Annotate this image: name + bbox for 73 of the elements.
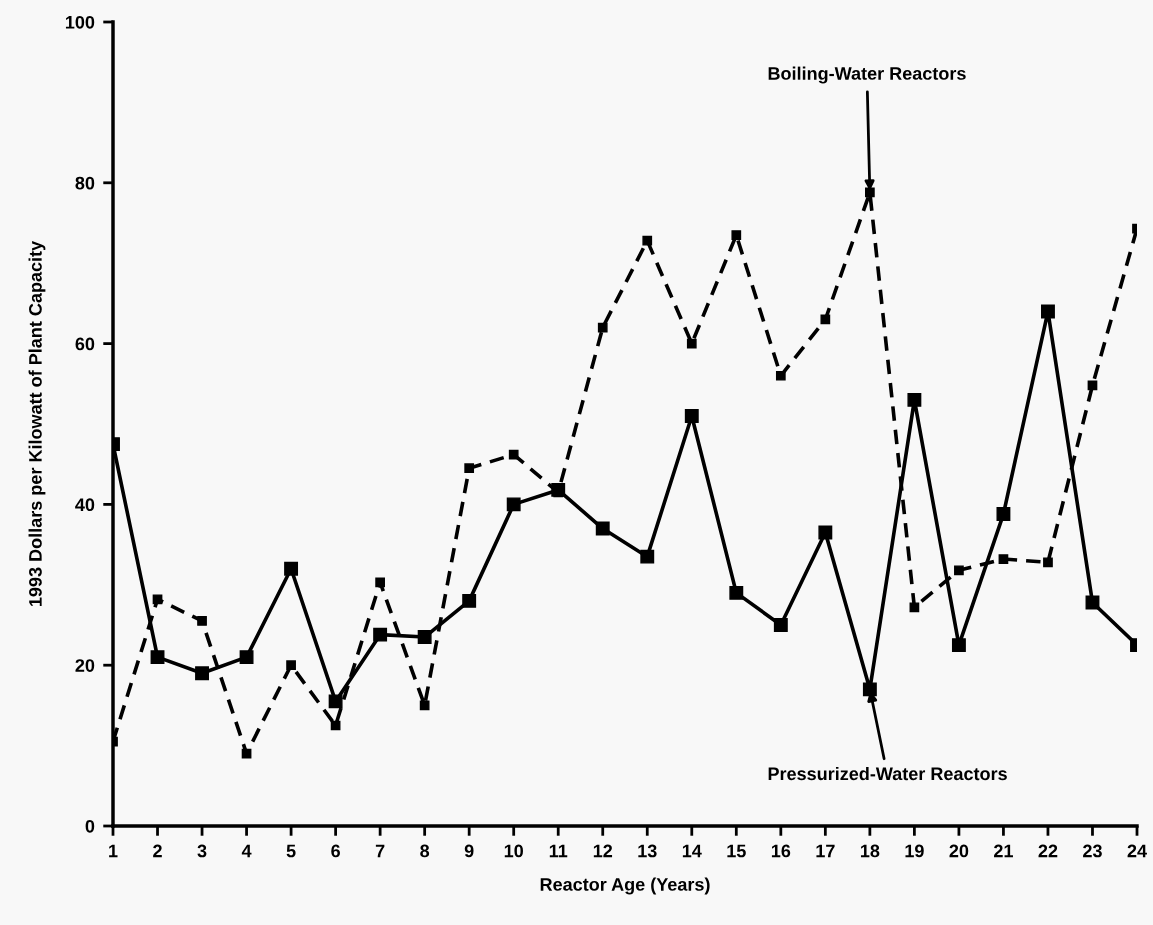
point [775,370,786,381]
x-tick-label: 24 [1127,844,1147,858]
point [506,497,521,512]
point [241,748,252,759]
point [152,594,163,605]
point [773,618,788,632]
x-tick-label: 8 [420,844,430,858]
point [150,650,165,665]
x-tick-label: 13 [638,844,657,858]
point [951,638,966,653]
x-tick-label: 17 [816,844,835,858]
point [286,660,296,671]
x-tick-label: 18 [860,844,880,858]
point [595,521,610,536]
point [954,565,964,576]
y-axis-title: 1993 Dollars per Kilowatt of Plant Capacity [28,240,46,606]
x-tick-label: 9 [464,844,474,858]
x-tick-label: 22 [1038,844,1058,858]
x-tick-label: 14 [682,844,702,858]
y-tick-label: 60 [75,337,95,351]
y-tick-label: 0 [85,819,95,833]
point [417,630,432,645]
x-tick-label: 10 [504,844,523,858]
point [462,593,477,608]
point [818,525,833,540]
x-tick-label: 1 [109,844,118,858]
point [909,602,920,613]
point [686,338,697,349]
x-tick-label: 20 [949,844,969,858]
point [820,314,831,325]
x-tick-label: 7 [375,844,385,858]
point [642,235,653,246]
point [1043,557,1053,568]
point [998,554,1009,564]
y-tick-label: 100 [65,15,95,29]
point [464,463,475,474]
point [197,616,207,626]
x-tick-label: 23 [1083,844,1102,858]
point [508,449,519,460]
point [640,549,655,564]
x-tick-label: 12 [593,844,613,858]
x-axis-title: Reactor Age (Years) [540,877,710,895]
point [328,694,343,709]
point [865,187,875,198]
y-tick-label: 80 [75,176,95,190]
point [419,700,430,711]
point [1041,304,1055,319]
x-tick-label: 19 [905,844,924,858]
x-tick-label: 4 [241,844,252,858]
x-tick-label: 3 [197,844,207,858]
point [862,682,877,697]
y-tick-label: 20 [75,659,95,672]
point [731,230,742,240]
point [597,322,608,333]
y-tick-label: 40 [75,498,95,512]
x-tick-label: 5 [286,844,296,858]
x-tick-label: 21 [994,844,1013,858]
point [729,585,744,600]
point [373,627,388,642]
point [239,650,254,665]
x-tick-label: 16 [771,844,791,858]
point [195,666,209,681]
point [907,392,922,407]
point [375,577,385,588]
annotation: Pressurized-Water Reactors [768,766,1007,781]
point [684,409,699,423]
point [996,507,1011,521]
annotation: Boiling-Water Reactors [768,66,966,84]
x-tick-label: 6 [331,844,340,858]
x-tick-label: 15 [727,844,746,858]
point [284,561,299,576]
x-tick-label: 11 [549,844,568,858]
x-tick-label: 2 [153,844,162,858]
